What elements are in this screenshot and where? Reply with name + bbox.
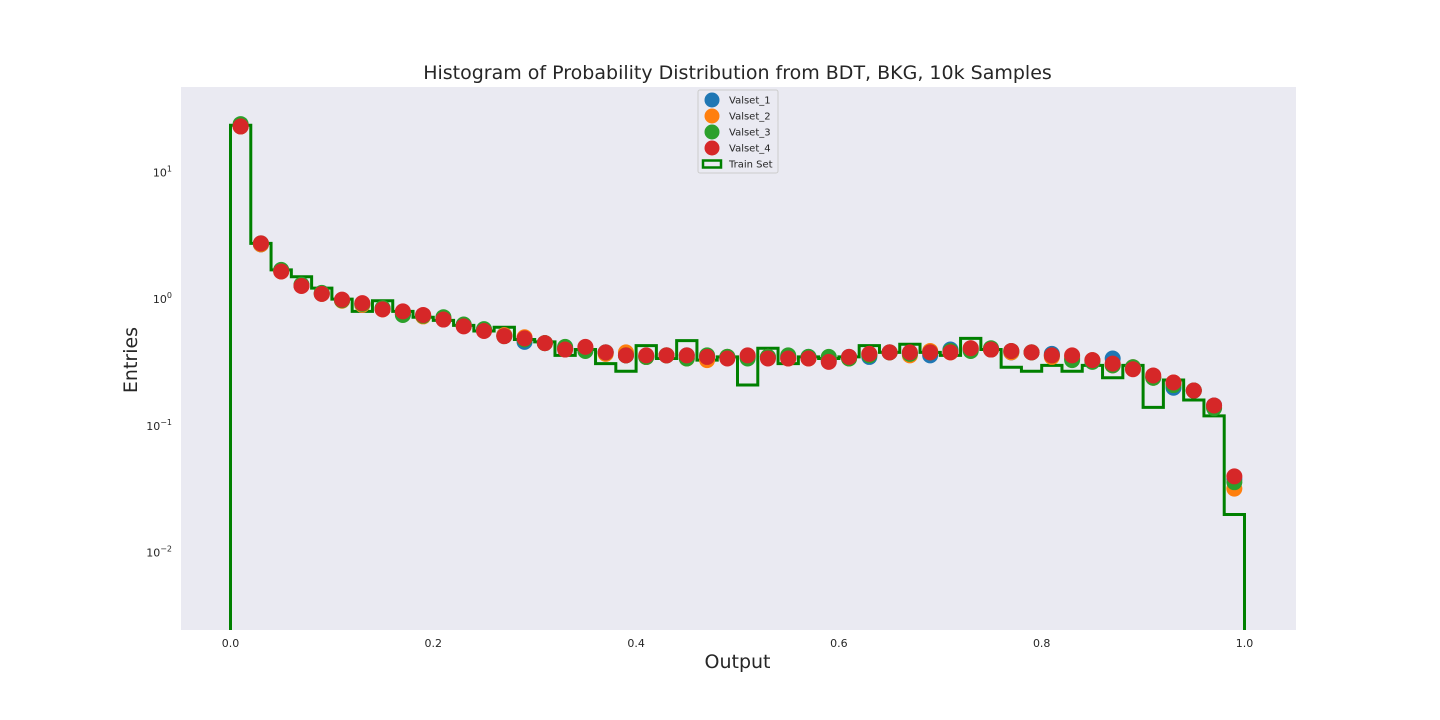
y-tick-label: 101 (153, 164, 172, 179)
data-points (232, 116, 1243, 497)
x-tick-label: 0.4 (627, 637, 645, 650)
valset-4-point (1145, 367, 1162, 384)
valset-4-point (496, 328, 513, 345)
valset-4-point (942, 344, 959, 361)
valset-4-point (719, 350, 736, 367)
valset-4-point (699, 348, 716, 365)
train-set-legend-marker (701, 159, 723, 169)
valset-4-point (922, 344, 939, 361)
valset-4-point (638, 347, 655, 364)
valset-4-point (759, 350, 776, 367)
valset-4-point (1104, 355, 1121, 372)
valset-4-point (617, 347, 634, 364)
valset-4-legend-label: Valset_4 (729, 144, 771, 155)
valset-4-point (901, 344, 918, 361)
x-tick-label: 1.0 (1236, 637, 1254, 650)
valset-4-point (1206, 397, 1223, 414)
valset-4-point (252, 235, 269, 252)
valset-4-point (415, 306, 432, 323)
x-tick-label: 0.6 (830, 637, 848, 650)
valset-4-legend-marker (704, 140, 720, 156)
valset-4-point (334, 291, 351, 308)
valset-4-point (394, 303, 411, 320)
x-tick-label: 0.0 (222, 637, 240, 650)
valset-4-point (1185, 382, 1202, 399)
valset-3-legend-marker (704, 124, 720, 140)
valset-1-legend-marker (704, 92, 720, 108)
y-tick-label: 100 (153, 291, 172, 306)
valset-4-point (557, 341, 574, 358)
valset-4-point (841, 348, 858, 365)
train-set-step-line (229, 123, 1246, 630)
legend: Valset_1 Valset_2 Valset_3 Valset_4 Train Se… (697, 89, 779, 174)
valset-4-point (597, 344, 614, 361)
y-tick-label: 10−1 (146, 418, 172, 433)
y-tick-label: 10−2 (146, 545, 172, 560)
valset-4-point (293, 277, 310, 294)
valset-3-legend-label: Valset_3 (729, 128, 771, 139)
valset-4-point (1124, 361, 1141, 378)
valset-4-point (577, 338, 594, 355)
valset-4-point (374, 301, 391, 318)
x-axis-ticks: 0.0 0.2 0.4 0.6 0.8 1.0 (222, 637, 1254, 650)
valset-2-legend-label: Valset_2 (729, 112, 771, 123)
valset-4-point (962, 340, 979, 357)
valset-4-point (1084, 352, 1101, 369)
valset-4-point (1165, 374, 1182, 391)
valset-4-point (1023, 344, 1040, 361)
x-axis-label: Output (705, 651, 771, 673)
valset-4-point (354, 295, 371, 312)
valset-4-point (536, 335, 553, 352)
valset-4-point (739, 347, 756, 364)
valset-4-point (476, 323, 492, 340)
valset-4-point (435, 311, 452, 328)
valset-4-point (1226, 468, 1243, 485)
valset-4-point (983, 341, 999, 358)
valset-4-point (516, 330, 533, 347)
x-tick-label: 0.2 (425, 637, 443, 650)
valset-4-point (1064, 347, 1081, 364)
valset-4-point (820, 353, 837, 370)
valset-2-legend-marker (704, 108, 720, 124)
valset-4-point (232, 118, 249, 135)
train-set-step-histogram (229, 123, 1246, 630)
x-tick-label: 0.8 (1033, 637, 1051, 650)
valset-4-point (273, 263, 290, 280)
chart-title: Histogram of Probability Distribution fr… (423, 62, 1052, 84)
valset-1-legend-label: Valset_1 (729, 96, 771, 107)
valset-4-point (1043, 347, 1060, 364)
valset-4-point (800, 350, 817, 367)
valset-4-point (658, 347, 675, 364)
valset-4-point (861, 345, 878, 362)
valset-4-point (678, 347, 695, 364)
train-set-legend-label: Train Set (728, 160, 773, 171)
valset-4-point (1003, 342, 1020, 359)
valset-4-point (780, 350, 797, 367)
y-axis-ticks: 101 100 10−1 10−2 (146, 164, 172, 559)
y-axis-label: Entries (120, 327, 142, 393)
valset-4-point (455, 318, 472, 335)
valset-4-point (881, 344, 898, 361)
valset-4-point (313, 285, 330, 302)
